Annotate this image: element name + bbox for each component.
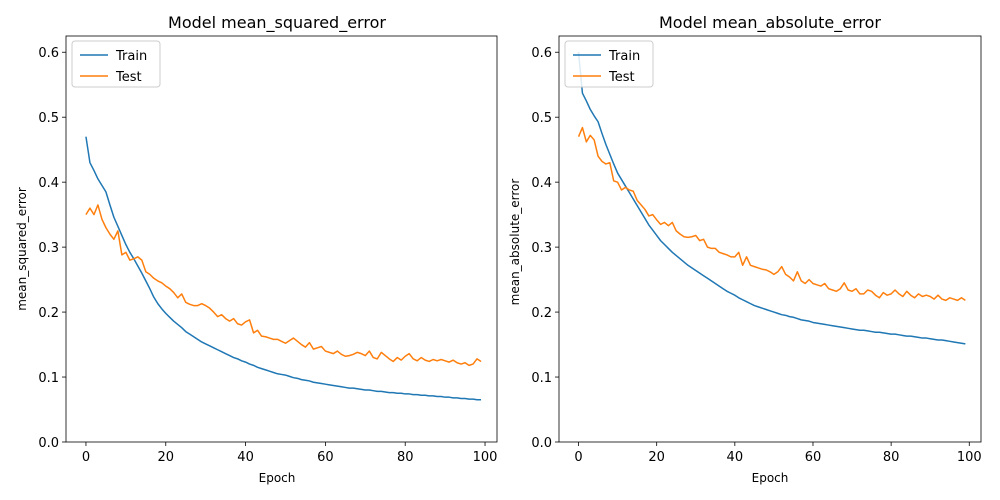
legend-label-train: Train xyxy=(608,49,640,64)
chart-title: Model mean_squared_error xyxy=(168,13,386,33)
x-axis-label: Epoch xyxy=(259,471,296,485)
legend: Train Test xyxy=(71,40,161,88)
x-tick-label: 60 xyxy=(805,450,822,465)
y-tick-label: 0.6 xyxy=(531,46,552,61)
y-tick-label: 0.3 xyxy=(531,241,552,256)
y-tick-label: 0.2 xyxy=(38,306,59,321)
mse-chart: Model mean_squared_error Epoch mean_squa… xyxy=(15,13,497,485)
plot-frame xyxy=(65,35,498,443)
y-tick-label: 0.0 xyxy=(531,436,552,451)
x-tick-label: 60 xyxy=(317,450,334,465)
x-tick-label: 20 xyxy=(157,450,174,465)
y-tick-label: 0.5 xyxy=(531,111,552,126)
y-tick-label: 0.2 xyxy=(531,306,552,321)
x-tick-label: 20 xyxy=(648,450,665,465)
x-tick-label: 40 xyxy=(727,450,744,465)
mae-chart: Model mean_absolute_error Epoch mean_abs… xyxy=(508,13,982,485)
y-tick-label: 0.5 xyxy=(38,111,59,126)
y-axis-label: mean_absolute_error xyxy=(508,179,522,306)
series-line-train xyxy=(577,52,966,345)
legend-label-test: Test xyxy=(115,70,142,85)
legend: Train Test xyxy=(564,40,654,88)
series-line-train xyxy=(85,136,482,401)
x-tick-label: 0 xyxy=(82,450,90,465)
x-axis-label: Epoch xyxy=(752,471,789,485)
y-tick-label: 0.6 xyxy=(38,46,59,61)
y-tick-label: 0.0 xyxy=(38,436,59,451)
y-tick-label: 0.4 xyxy=(38,176,59,191)
x-tick-label: 100 xyxy=(473,450,498,465)
x-tick-label: 100 xyxy=(957,450,982,465)
plot-frame xyxy=(558,35,982,443)
chart-title: Model mean_absolute_error xyxy=(659,13,881,33)
x-tick-label: 40 xyxy=(237,450,254,465)
legend-label-train: Train xyxy=(115,49,147,64)
y-tick-label: 0.1 xyxy=(38,371,59,386)
y-tick-label: 0.4 xyxy=(531,176,552,191)
legend-label-test: Test xyxy=(608,70,635,85)
x-tick-label: 0 xyxy=(574,450,582,465)
x-tick-label: 80 xyxy=(883,450,900,465)
y-tick-label: 0.1 xyxy=(531,371,552,386)
y-axis-label: mean_squared_error xyxy=(15,187,29,311)
x-tick-label: 80 xyxy=(397,450,414,465)
series-line-test xyxy=(577,126,966,302)
y-tick-label: 0.3 xyxy=(38,241,59,256)
series-line-test xyxy=(85,204,482,367)
